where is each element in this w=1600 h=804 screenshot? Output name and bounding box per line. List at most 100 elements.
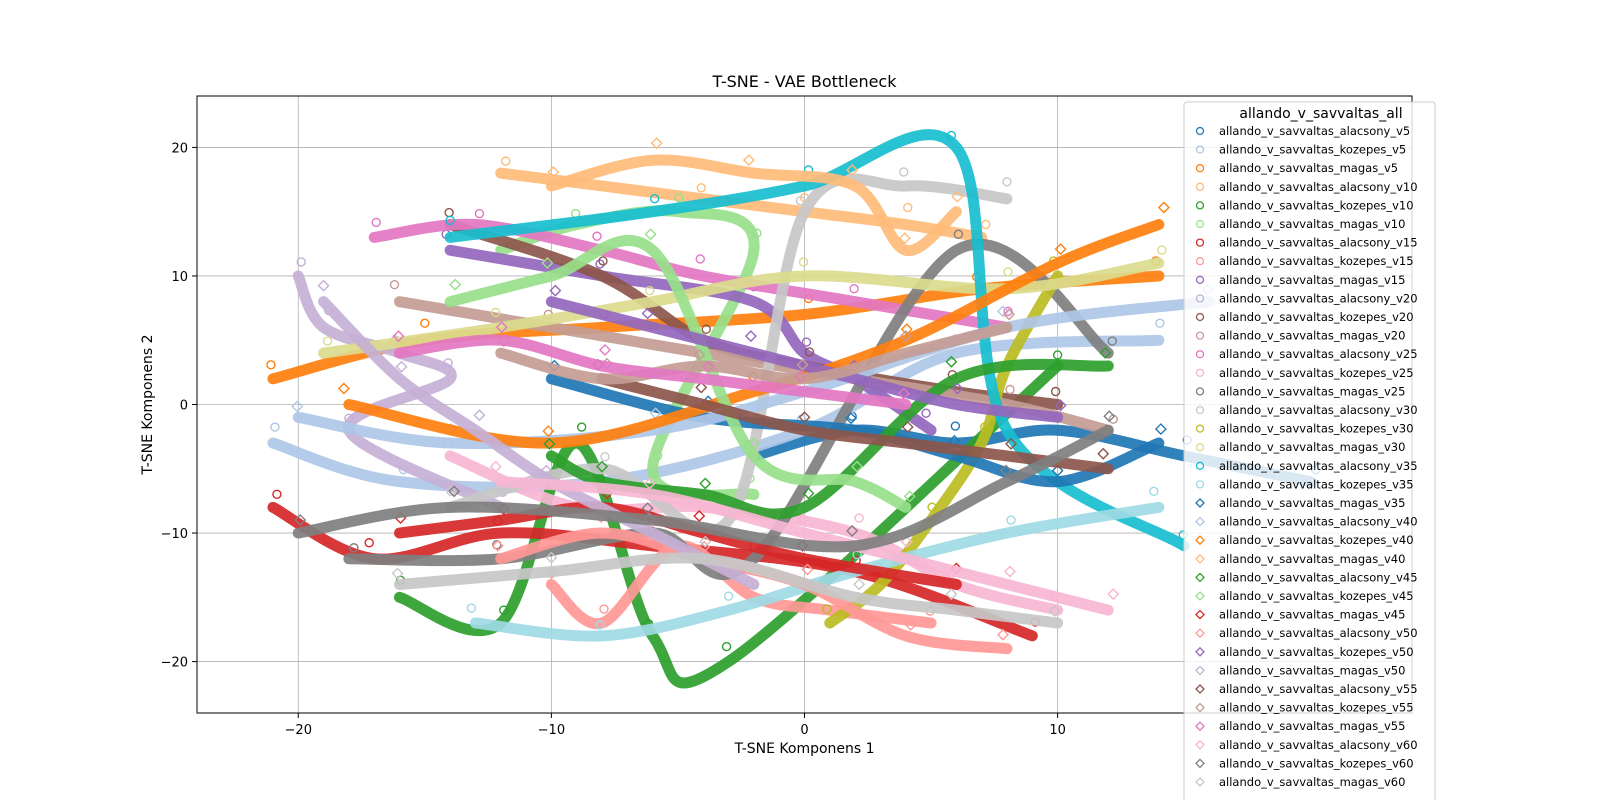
legend-items: allando_v_savvaltas_alacsony_v5 allando_v… bbox=[1195, 124, 1418, 789]
data-point bbox=[979, 422, 990, 432]
data-point bbox=[1107, 588, 1120, 601]
legend-label: allando_v_savvaltas_kozepes_v45 bbox=[1219, 589, 1414, 603]
data-point bbox=[641, 307, 654, 320]
legend-label: allando_v_savvaltas_magas_v15 bbox=[1219, 273, 1405, 287]
legend-marker bbox=[1195, 238, 1205, 247]
series-allando_v_savvaltas_kozepes_v45 bbox=[444, 228, 916, 513]
series-trajectory bbox=[292, 424, 1114, 553]
legend-label: allando_v_savvaltas_magas_v30 bbox=[1219, 440, 1405, 454]
legend-marker bbox=[1195, 294, 1205, 303]
y-tick-label: −20 bbox=[161, 656, 188, 671]
data-point bbox=[650, 137, 663, 150]
data-point bbox=[1157, 201, 1170, 214]
data-point bbox=[598, 256, 608, 266]
legend-item: allando_v_savvaltas_magas_v15 bbox=[1195, 273, 1405, 287]
legend-marker bbox=[1195, 572, 1205, 583]
legend-item: allando_v_savvaltas_alacsony_v25 bbox=[1195, 347, 1418, 361]
data-point bbox=[576, 422, 587, 432]
legend-item: allando_v_savvaltas_alacsony_v10 bbox=[1195, 180, 1418, 194]
legend-item: allando_v_savvaltas_alacsony_v50 bbox=[1195, 626, 1418, 640]
data-point bbox=[693, 510, 706, 523]
legend-label: allando_v_savvaltas_alacsony_v20 bbox=[1219, 291, 1418, 305]
legend-item: allando_v_savvaltas_kozepes_v30 bbox=[1195, 422, 1414, 436]
data-point bbox=[499, 605, 509, 615]
data-point bbox=[950, 421, 961, 431]
data-point bbox=[795, 195, 806, 206]
legend-label: allando_v_savvaltas_alacsony_v45 bbox=[1219, 570, 1418, 584]
series-allando_v_savvaltas_alacsony_v45 bbox=[543, 346, 1114, 520]
data-point bbox=[1154, 423, 1167, 436]
legend-marker bbox=[1195, 535, 1205, 546]
legend-label: allando_v_savvaltas_magas_v5 bbox=[1219, 161, 1398, 175]
legend-item: allando_v_savvaltas_alacsony_v30 bbox=[1195, 403, 1418, 417]
data-point bbox=[945, 588, 958, 601]
data-point bbox=[1052, 350, 1063, 360]
legend-item: allando_v_savvaltas_kozepes_v10 bbox=[1195, 198, 1414, 212]
data-point bbox=[674, 192, 684, 203]
legend-marker bbox=[1195, 387, 1205, 396]
data-point bbox=[1000, 464, 1012, 477]
legend-label: allando_v_savvaltas_magas_v25 bbox=[1219, 384, 1405, 398]
data-point bbox=[501, 156, 511, 166]
legend-marker bbox=[1195, 350, 1205, 359]
data-point bbox=[489, 460, 502, 473]
series-trajectory bbox=[545, 358, 1114, 520]
legend-label: allando_v_savvaltas_alacsony_v25 bbox=[1219, 347, 1418, 361]
data-point bbox=[997, 305, 1009, 318]
data-point bbox=[723, 591, 734, 601]
legend-marker bbox=[1195, 461, 1205, 470]
legend-item: allando_v_savvaltas_kozepes_v20 bbox=[1195, 310, 1414, 324]
legend-item: allando_v_savvaltas_alacsony_v40 bbox=[1195, 515, 1418, 529]
legend-marker bbox=[1195, 758, 1205, 769]
data-point bbox=[443, 358, 453, 368]
legend-item: allando_v_savvaltas_alacsony_v55 bbox=[1195, 682, 1418, 696]
data-point bbox=[448, 485, 461, 498]
data-point bbox=[1155, 318, 1165, 328]
legend-label: allando_v_savvaltas_magas_v55 bbox=[1219, 719, 1405, 733]
data-point bbox=[592, 231, 602, 241]
legend-marker bbox=[1195, 498, 1205, 508]
series-allando_v_savvaltas_alacsony_v10 bbox=[495, 156, 991, 243]
data-point bbox=[491, 539, 504, 552]
legend-label: allando_v_savvaltas_kozepes_v50 bbox=[1219, 645, 1414, 659]
data-point bbox=[854, 513, 864, 523]
legend-item: allando_v_savvaltas_magas_v10 bbox=[1195, 217, 1405, 231]
data-point bbox=[801, 337, 812, 347]
legend-item: allando_v_savvaltas_kozepes_v50 bbox=[1195, 645, 1414, 659]
data-point bbox=[492, 540, 502, 550]
data-point bbox=[294, 514, 307, 527]
legend-label: allando_v_savvaltas_kozepes_v15 bbox=[1219, 254, 1414, 268]
data-point bbox=[446, 486, 456, 497]
x-tick-label: −10 bbox=[538, 723, 565, 738]
data-point bbox=[1107, 336, 1117, 346]
legend-marker bbox=[1195, 257, 1205, 266]
legend-item: allando_v_savvaltas_kozepes_v35 bbox=[1195, 477, 1414, 491]
legend-marker bbox=[1195, 443, 1205, 452]
data-point bbox=[851, 460, 864, 473]
legend-label: allando_v_savvaltas_magas_v50 bbox=[1219, 663, 1405, 677]
data-point bbox=[291, 400, 304, 413]
legend-marker bbox=[1195, 164, 1205, 173]
data-point bbox=[853, 578, 866, 591]
data-point bbox=[270, 422, 280, 432]
data-point bbox=[1003, 267, 1013, 277]
series-allando_v_savvaltas_kozepes_v60 bbox=[292, 410, 1116, 553]
legend-label: allando_v_savvaltas_kozepes_v55 bbox=[1219, 701, 1414, 715]
legend-label: allando_v_savvaltas_kozepes_v30 bbox=[1219, 422, 1414, 436]
legend-item: allando_v_savvaltas_kozepes_v55 bbox=[1195, 701, 1414, 715]
data-point bbox=[904, 618, 917, 631]
data-point bbox=[901, 421, 914, 434]
data-marks bbox=[266, 129, 1321, 689]
data-point bbox=[742, 154, 755, 167]
legend-marker bbox=[1195, 182, 1205, 191]
legend-label: allando_v_savvaltas_magas_v20 bbox=[1219, 329, 1405, 343]
data-point bbox=[392, 330, 405, 343]
data-point bbox=[702, 360, 715, 373]
y-tick-label: −10 bbox=[161, 527, 188, 542]
data-point bbox=[542, 425, 555, 438]
legend-marker bbox=[1195, 312, 1205, 322]
data-point bbox=[389, 279, 400, 290]
legend-label: allando_v_savvaltas_alacsony_v55 bbox=[1219, 682, 1418, 696]
legend-label: allando_v_savvaltas_kozepes_v5 bbox=[1219, 143, 1406, 157]
data-point bbox=[845, 412, 858, 425]
